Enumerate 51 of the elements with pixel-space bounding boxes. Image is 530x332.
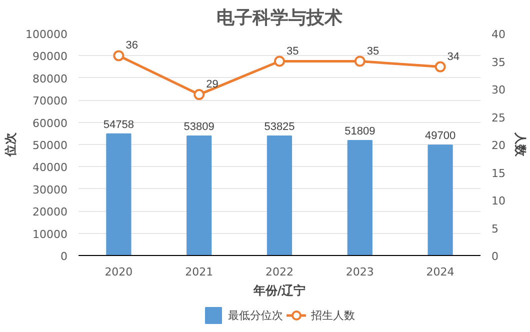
y-tick-label: 100000 [26, 28, 68, 41]
point [274, 56, 285, 67]
point [194, 89, 205, 100]
x-tick-label: 2020 [104, 266, 133, 278]
y2-tick-label: 35 [492, 56, 506, 69]
bar [186, 136, 212, 256]
data-label: 51809 [344, 125, 376, 138]
point [113, 50, 124, 62]
y2-tick-label: 40 [492, 28, 506, 41]
y-tick-label: 70000 [32, 94, 68, 108]
y-axis-title: 位次 [4, 132, 18, 158]
y-tick-label: 80000 [32, 72, 68, 86]
y2-tick-label: 20 [492, 139, 506, 152]
data-label: 54758 [103, 118, 134, 131]
point [354, 56, 366, 67]
x-axis-title: 年份/辽宁 [252, 284, 306, 298]
x-tick-label: 2023 [346, 266, 374, 278]
y2-tick-label: 10 [492, 194, 506, 208]
data-label: 35 [366, 45, 380, 58]
point [434, 61, 446, 72]
data-label: 53825 [264, 121, 295, 134]
y-tick-label: 20000 [32, 206, 68, 219]
data-label: 53809 [184, 121, 214, 134]
y-tick-label: 30000 [32, 183, 68, 196]
y-tick-label: 90000 [32, 50, 68, 64]
data-label: 35 [286, 45, 299, 58]
y-tick-label: 10000 [32, 228, 68, 241]
y2-axis-title: 人数 [513, 132, 528, 158]
bar [347, 140, 372, 256]
y-tick-label: 0 [60, 250, 68, 263]
bar [428, 144, 453, 256]
data-label: 34 [447, 50, 460, 63]
data-label: 49700 [425, 130, 456, 142]
y2-tick-label: 25 [492, 111, 506, 124]
x-tick-label: 2022 [266, 266, 294, 278]
y2-tick-label: 30 [492, 84, 506, 96]
x-tick-label: 2021 [185, 266, 214, 278]
chart-title: 电子科学与技术 [216, 8, 342, 28]
y2-tick-label: 5 [492, 222, 498, 236]
bar [266, 136, 292, 256]
y-tick-label: 60000 [32, 116, 68, 130]
data-label: 36 [126, 40, 138, 52]
y-tick-label: 50000 [32, 139, 68, 152]
legend-label: 招生人数 [311, 308, 355, 322]
data-label: 29 [206, 78, 218, 91]
x-tick-label: 2024 [426, 266, 454, 278]
y2-tick-label: 15 [492, 166, 506, 180]
bar [106, 133, 132, 256]
legend-label: 最低分位次 [228, 308, 283, 322]
y2-tick-label: 0 [492, 250, 498, 263]
y-tick-label: 40000 [32, 161, 68, 174]
